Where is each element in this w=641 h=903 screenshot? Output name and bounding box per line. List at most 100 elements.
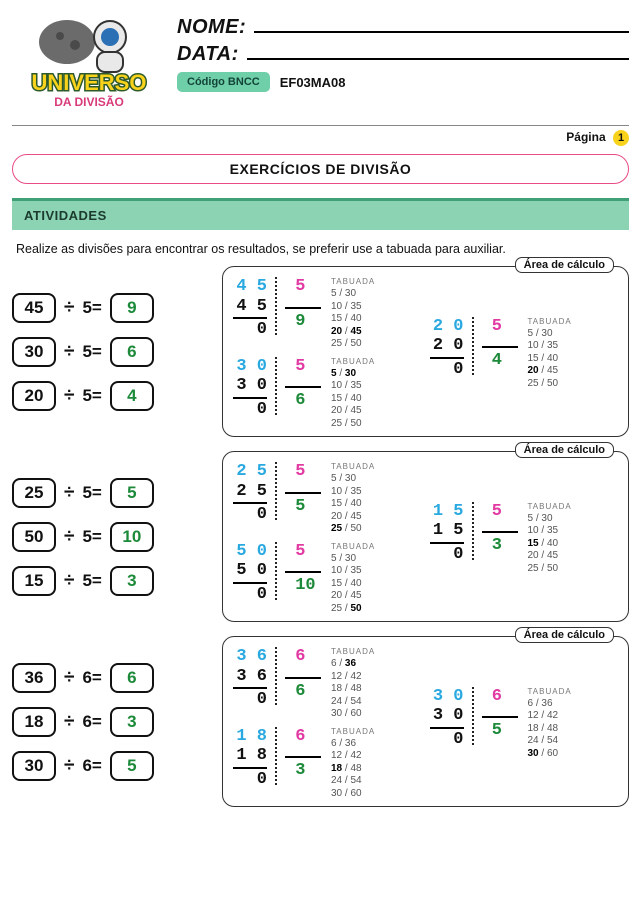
ld-dividend: 3 0 [233, 357, 267, 377]
long-division-right-col: 5 5 [285, 462, 321, 516]
header-fields: NOME: DATA: Código BNCC EF03MA08 [177, 12, 629, 92]
ld-divisor: 5 [285, 462, 321, 482]
calc-grid: 2 52 50 5 5TABUADA5 / 3010 / 3515 / 4020… [233, 462, 618, 615]
ld-divisor-bar [285, 492, 321, 494]
eq-divisor: 5= [82, 571, 101, 591]
ld-subtrahend: 3 0 [233, 376, 267, 396]
eq-answer-box[interactable]: 6 [110, 337, 154, 367]
ld-subtrahend: 3 0 [430, 706, 464, 726]
calc-area-label: Área de cálculo [515, 627, 614, 643]
name-line[interactable] [254, 31, 629, 33]
tabuada-table: TABUADA6 / 3612 / 4218 / 4824 / 5430 / 6… [331, 647, 375, 721]
calc-right-column: 3 03 00 6 5TABUADA6 / 3612 / 4218 / 4824… [430, 647, 619, 800]
tabuada-row: 10 / 35 [331, 301, 375, 314]
calculation-area: Área de cálculo3 63 60 6 6TABUADA6 / 361… [222, 636, 629, 807]
eq-answer-box[interactable]: 3 [110, 566, 154, 596]
tabuada-row: 18 / 48 [331, 683, 375, 696]
instruction-text: Realize as divisões para encontrar os re… [16, 242, 625, 256]
page-number-dot: 1 [613, 130, 629, 146]
long-division-left-col: 3 03 0 0 [233, 357, 267, 420]
ld-remainder: 0 [430, 545, 464, 565]
eq-answer-box[interactable]: 5 [110, 478, 154, 508]
eq-dividend-box: 18 [12, 707, 56, 737]
tabuada-table: TABUADA5 / 3010 / 3515 / 4020 / 4525 / 5… [331, 462, 375, 536]
ld-quotient: 5 [482, 721, 518, 741]
long-division-left-col: 3 03 00 [430, 687, 464, 750]
tabuada-row: 20 / 45 [331, 590, 375, 603]
date-line[interactable] [247, 58, 629, 60]
tabuada-row: 24 / 54 [528, 735, 572, 748]
ld-remainder: 0 [233, 400, 267, 420]
calculation-area: Área de cálculo4 54 50 5 9TABUADA5 / 301… [222, 266, 629, 437]
tabuada-row: 24 / 54 [331, 775, 375, 788]
calc-left-column: 4 54 50 5 9TABUADA5 / 3010 / 3515 / 4020… [233, 277, 422, 430]
ld-divisor-bar [285, 677, 321, 679]
tabuada-header: TABUADA [331, 462, 375, 472]
division-equation: 18÷6=3 [12, 707, 212, 737]
ld-divisor: 5 [482, 502, 518, 522]
tabuada-row: 10 / 35 [331, 565, 375, 578]
ld-dividend: 4 5 [233, 277, 267, 297]
ld-subtrahend: 1 5 [430, 521, 464, 541]
eq-divisor: 5= [82, 527, 101, 547]
ld-dotted-separator [472, 317, 474, 375]
ld-divisor: 5 [285, 357, 321, 377]
eq-answer-box[interactable]: 10 [110, 522, 154, 552]
ld-divisor: 5 [482, 317, 518, 337]
ld-rule [233, 397, 267, 399]
ld-rule [430, 542, 464, 544]
tabuada-table: TABUADA5 / 3010 / 3515 / 4020 / 4525 / 5… [331, 357, 375, 431]
page-label: Página [566, 130, 605, 144]
ld-quotient: 3 [482, 536, 518, 556]
eq-dividend-box: 30 [12, 751, 56, 781]
ld-dotted-separator [472, 687, 474, 745]
eq-dividend-box: 25 [12, 478, 56, 508]
tabuada-row: 6 / 36 [331, 738, 375, 751]
division-equation: 15÷5=3 [12, 566, 212, 596]
bncc-chip: Código BNCC [177, 72, 270, 92]
divide-op: ÷ [64, 570, 74, 592]
eq-answer-box[interactable]: 9 [110, 293, 154, 323]
tabuada-row: 15 / 40 [331, 393, 375, 406]
logo-text-bottom: DA DIVISÃO [54, 94, 124, 109]
ld-divisor-bar [285, 571, 321, 573]
tabuada-row: 12 / 42 [528, 710, 572, 723]
divide-op: ÷ [64, 711, 74, 733]
long-division-left-col: 5 05 00 [233, 542, 267, 605]
calc-area-label: Área de cálculo [515, 442, 614, 458]
long-division-work: 2 02 00 5 4TABUADA5 / 3010 / 3515 / 4020… [430, 317, 619, 391]
ld-remainder: 0 [233, 505, 267, 525]
eq-answer-box[interactable]: 6 [110, 663, 154, 693]
logo-text-top: UNIVERSO [32, 70, 147, 95]
long-division-right-col: 5 10 [285, 542, 321, 596]
tabuada-row: 5 / 30 [331, 288, 375, 301]
tabuada-row: 5 / 30 [331, 553, 375, 566]
long-division-work: 3 03 0 0 5 6 TABUADA5 / 3010 / 3515 / 4020… [233, 357, 422, 431]
tabuada-row: 25 / 50 [331, 523, 375, 536]
ld-quotient: 6 [285, 391, 321, 411]
header-separator [12, 125, 629, 126]
tabuada-header: TABUADA [331, 357, 375, 367]
ld-rule [233, 317, 267, 319]
eq-answer-box[interactable]: 4 [110, 381, 154, 411]
eq-answer-box[interactable]: 3 [110, 707, 154, 737]
ld-subtrahend: 1 8 [233, 746, 267, 766]
tabuada-row: 12 / 42 [331, 671, 375, 684]
eq-divisor: 5= [82, 483, 101, 503]
tabuada-row: 18 / 48 [528, 723, 572, 736]
tabuada-row: 25 / 50 [331, 338, 375, 351]
ld-quotient: 6 [285, 682, 321, 702]
ld-rule [430, 357, 464, 359]
tabuada-row: 30 / 60 [331, 708, 375, 721]
ld-subtrahend: 2 0 [430, 336, 464, 356]
ld-dotted-separator [275, 647, 277, 705]
tabuada-row: 20 / 45 [331, 511, 375, 524]
tabuada-table: TABUADA5 / 3010 / 3515 / 4020 / 4525 / 5… [528, 502, 572, 576]
tabuada-row: 25 / 50 [331, 603, 375, 616]
tabuada-row: 25 / 50 [331, 418, 375, 431]
eq-answer-box[interactable]: 5 [110, 751, 154, 781]
exercise-block: 36÷6=618÷6=330÷6=5Área de cálculo3 63 60… [12, 636, 629, 807]
tabuada-row: 20 / 45 [528, 550, 572, 563]
tabuada-row: 25 / 50 [528, 378, 572, 391]
section-activities: ATIVIDADES [12, 198, 629, 230]
